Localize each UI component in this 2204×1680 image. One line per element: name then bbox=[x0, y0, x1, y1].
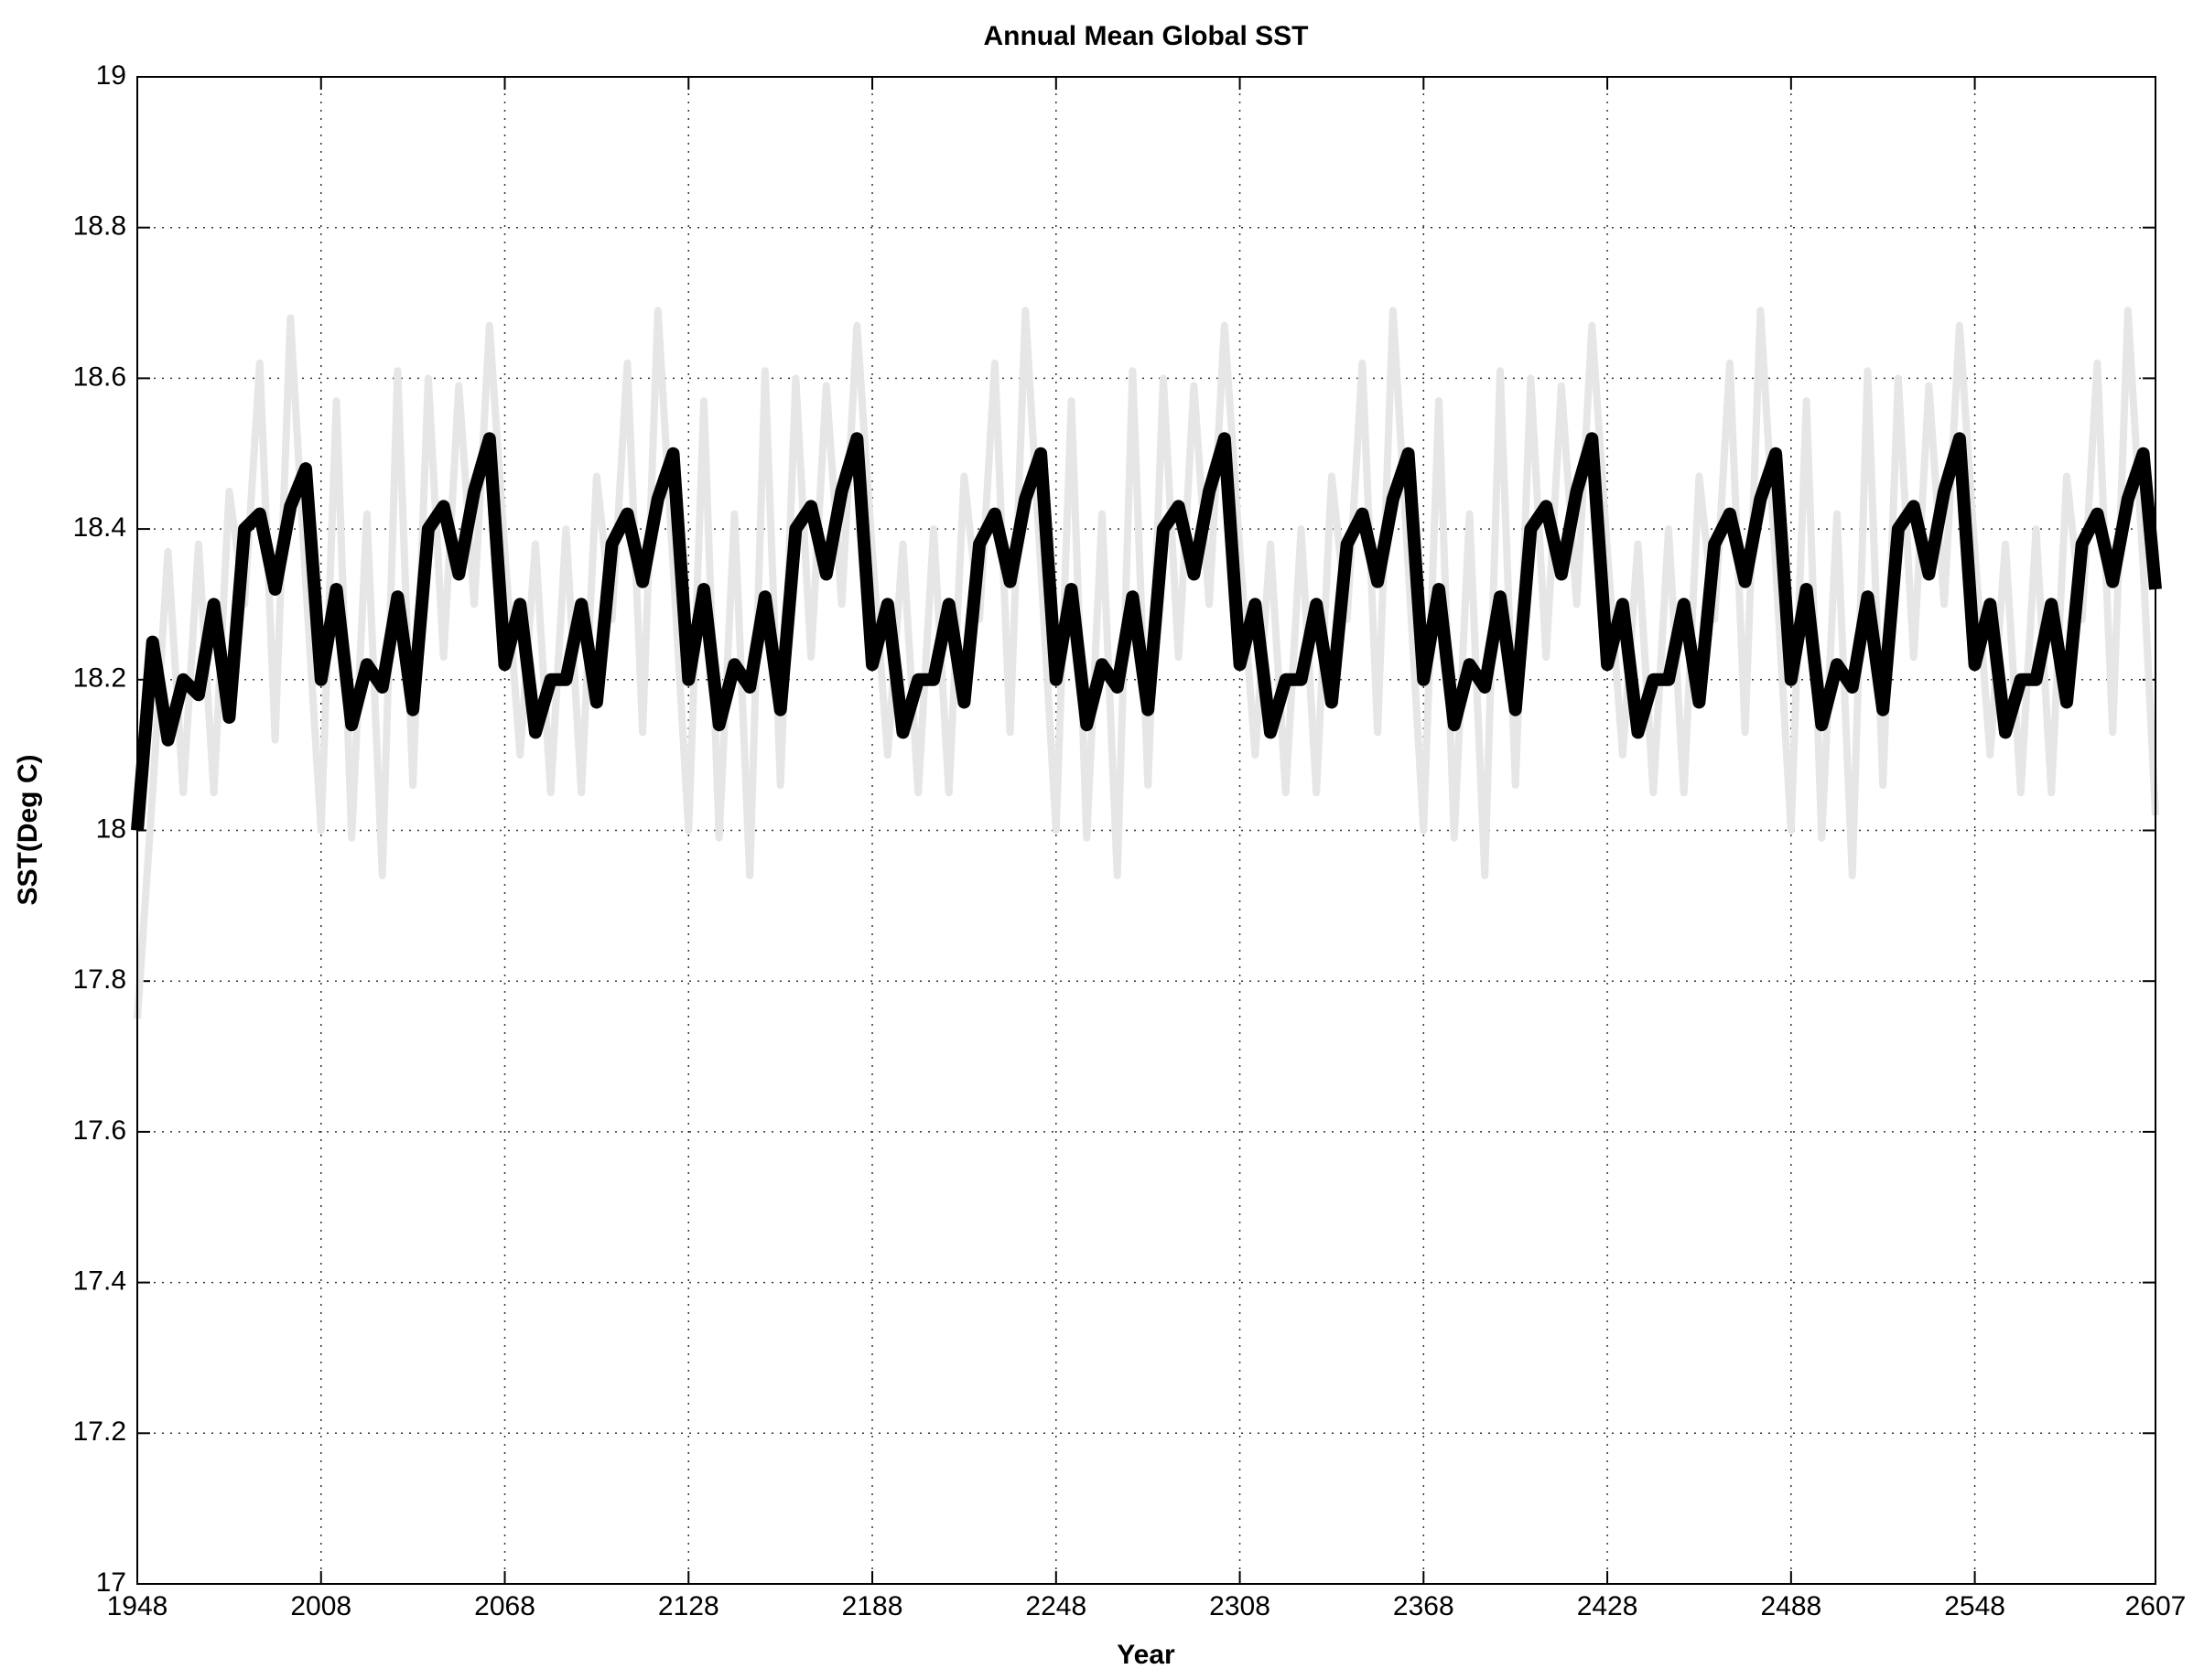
x-tick-label: 1948 bbox=[107, 1591, 168, 1621]
x-tick-label: 2128 bbox=[658, 1591, 719, 1621]
x-tick-label: 2368 bbox=[1393, 1591, 1454, 1621]
y-tick-label: 18.2 bbox=[73, 663, 126, 694]
y-tick-label: 18.4 bbox=[73, 512, 126, 543]
x-tick-label: 2308 bbox=[1209, 1591, 1270, 1621]
data-line bbox=[131, 432, 2162, 832]
x-tick-label: 2607 bbox=[2125, 1591, 2187, 1621]
plot-frame bbox=[136, 76, 2156, 1585]
data-line bbox=[134, 307, 2159, 1019]
x-axis-label: Year bbox=[1117, 1640, 1175, 1670]
x-tick-label: 2488 bbox=[1760, 1591, 1821, 1621]
y-tick-label: 18 bbox=[96, 813, 126, 844]
y-tick-label: 18.8 bbox=[73, 211, 126, 242]
y-tick-label: 17.8 bbox=[73, 964, 126, 995]
y-tick-label: 17.2 bbox=[73, 1416, 126, 1447]
x-tick-label: 2248 bbox=[1025, 1591, 1086, 1621]
x-tick-label: 2428 bbox=[1577, 1591, 1638, 1621]
y-tick-label: 17.4 bbox=[73, 1266, 126, 1297]
y-tick-label: 19 bbox=[96, 60, 126, 91]
y-axis-label: SST(Deg C) bbox=[13, 755, 43, 906]
y-tick-label: 17 bbox=[96, 1567, 126, 1598]
x-tick-label: 2008 bbox=[290, 1591, 351, 1621]
x-tick-label: 2548 bbox=[1944, 1591, 2005, 1621]
chart-title: Annual Mean Global SST bbox=[983, 21, 1308, 51]
y-tick-label: 17.6 bbox=[73, 1115, 126, 1146]
y-tick-label: 18.6 bbox=[73, 361, 126, 392]
x-tick-label: 2188 bbox=[842, 1591, 903, 1621]
x-tick-label: 2068 bbox=[474, 1591, 535, 1621]
